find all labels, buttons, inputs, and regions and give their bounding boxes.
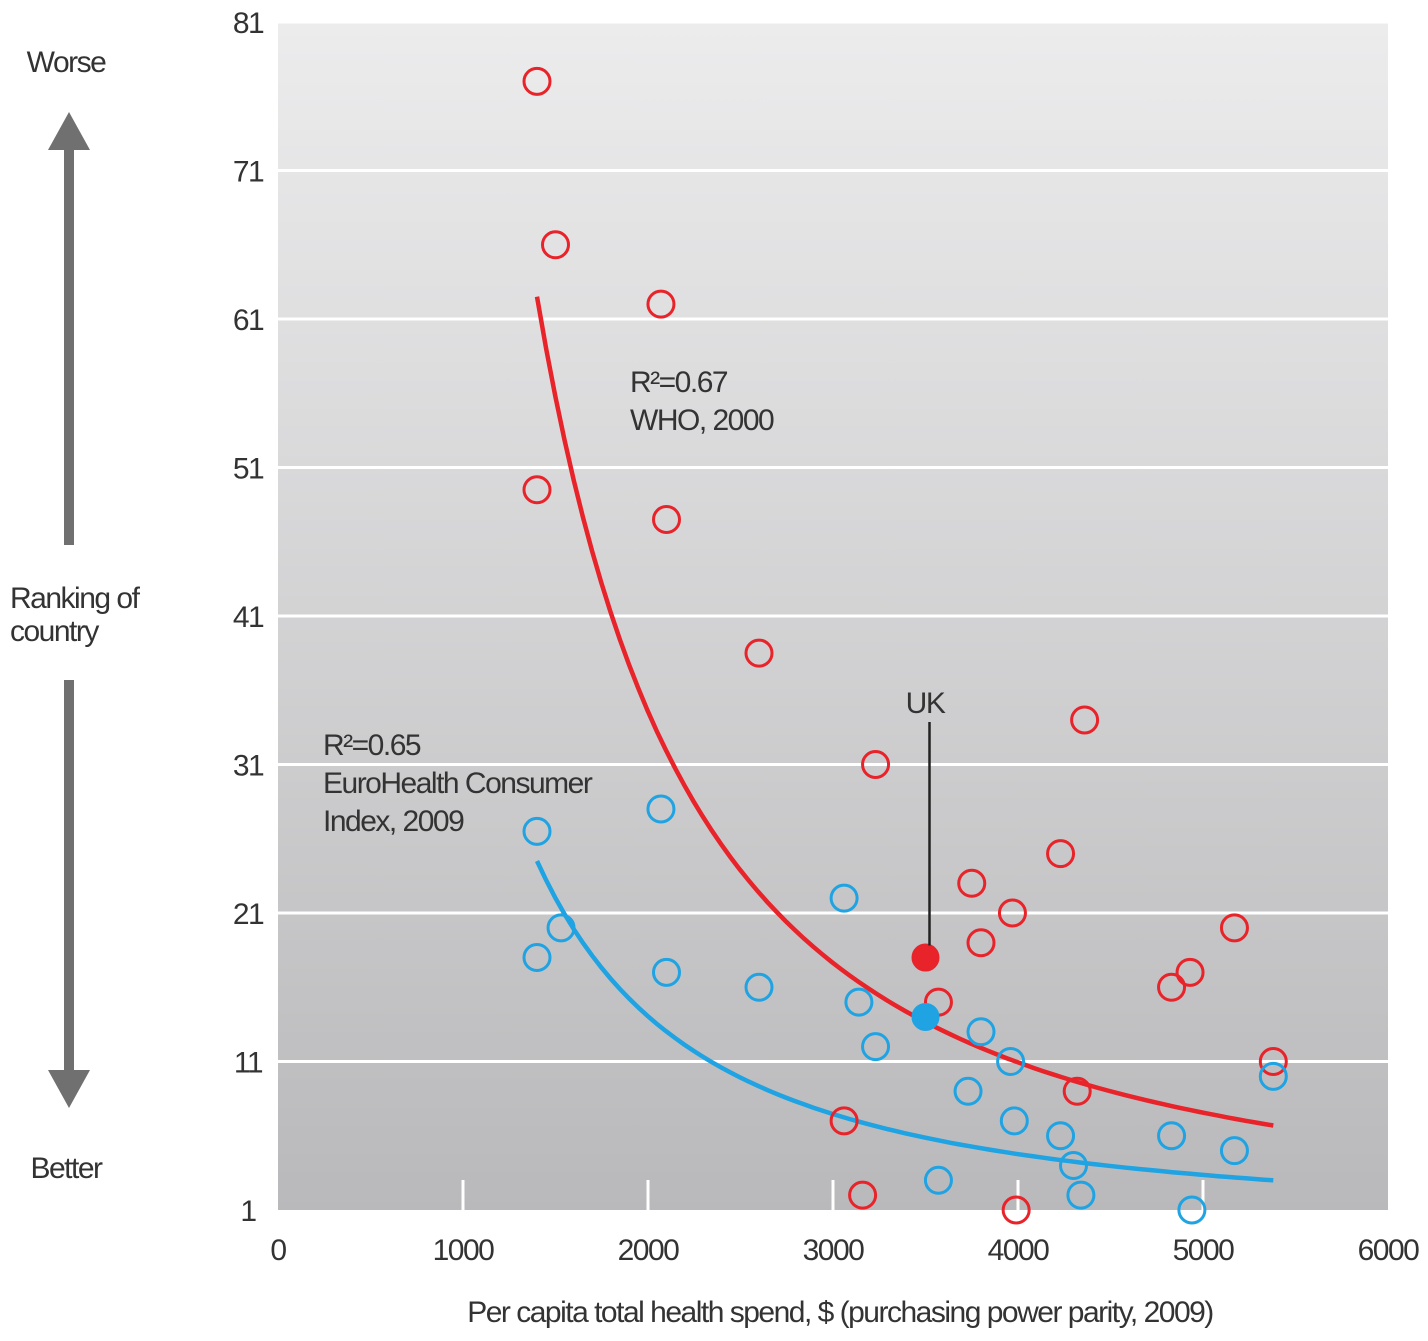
ehci-point xyxy=(1066,1180,1096,1210)
who-point xyxy=(1175,957,1205,987)
grid-lines xyxy=(278,20,1388,1063)
ehci-point xyxy=(1157,1121,1187,1151)
worse-arrow xyxy=(48,112,90,545)
x-tick-marks xyxy=(461,1180,1205,1210)
trend-line-who xyxy=(534,296,1274,1128)
better-arrow-head xyxy=(48,1070,90,1108)
ranking-label: Ranking of country xyxy=(10,582,145,648)
worse-arrow-head xyxy=(48,112,90,150)
worse-label: Worse xyxy=(27,46,106,79)
y-tick-label: 1 xyxy=(240,1195,256,1228)
ehci-point xyxy=(861,1032,891,1062)
who-r2: R²=0.67 xyxy=(630,366,728,399)
ehci-r2: R²=0.65 xyxy=(323,729,421,762)
who-point xyxy=(861,750,891,779)
who-point xyxy=(1157,972,1187,1002)
x-tick-label: 4000 xyxy=(988,1234,1050,1267)
x-tick-label: 6000 xyxy=(1358,1234,1420,1267)
who-point xyxy=(829,1106,859,1136)
x-tick-label: 1000 xyxy=(433,1234,495,1267)
y-tick-label: 41 xyxy=(233,601,264,634)
ranking-label-line-1: Ranking of xyxy=(10,582,141,615)
ehci-point xyxy=(1177,1195,1207,1225)
ehci-point xyxy=(546,913,576,943)
who-annotation: R²=0.67 WHO, 2000 xyxy=(630,366,774,437)
who-point xyxy=(522,475,552,505)
x-tick-label: 5000 xyxy=(1173,1234,1235,1267)
who-point xyxy=(957,868,987,898)
ehci-point xyxy=(1046,1121,1076,1151)
ehci-point xyxy=(1258,1061,1288,1091)
x-tick-label: 2000 xyxy=(618,1234,680,1267)
uk-label: UK xyxy=(906,687,946,720)
data-points xyxy=(522,66,1288,1225)
x-tick-label: 0 xyxy=(270,1234,286,1267)
ehci-point xyxy=(652,957,681,987)
uk-who-point xyxy=(911,943,940,972)
ranking-label-line-2: country xyxy=(10,615,99,648)
who-source: WHO, 2000 xyxy=(630,404,774,437)
who-point xyxy=(848,1180,878,1210)
ehci-point xyxy=(1059,1150,1088,1180)
trend-lines xyxy=(534,296,1274,1183)
y-tick-label: 21 xyxy=(233,898,264,931)
y-tick-label: 61 xyxy=(233,304,264,337)
ehci-point xyxy=(744,972,774,1002)
ehci-point xyxy=(966,1017,996,1047)
ehci-point xyxy=(829,883,859,913)
who-point xyxy=(646,289,676,319)
who-point xyxy=(744,638,774,668)
better-arrow-shaft xyxy=(64,680,74,1075)
y-tick-label: 81 xyxy=(233,7,264,40)
y-tick-label: 11 xyxy=(234,1047,263,1080)
uk-ehci-point xyxy=(911,1002,940,1031)
who-point xyxy=(1258,1047,1288,1076)
ehci-point xyxy=(522,816,552,846)
who-point xyxy=(1001,1195,1031,1225)
y-tick-label: 71 xyxy=(233,156,264,189)
ehci-point xyxy=(953,1076,983,1106)
who-point xyxy=(541,230,570,260)
better-arrow xyxy=(48,680,90,1108)
ehci-point xyxy=(646,794,676,824)
who-point xyxy=(1070,705,1100,735)
who-point xyxy=(1046,839,1076,869)
ehci-source-2: Index, 2009 xyxy=(323,805,464,838)
y-tick-label: 31 xyxy=(233,750,264,783)
ehci-point xyxy=(522,943,552,973)
who-point xyxy=(1219,913,1249,943)
worse-arrow-shaft xyxy=(64,140,74,545)
better-label: Better xyxy=(30,1152,103,1185)
x-tick-labels: 0 1000 2000 3000 4000 5000 6000 xyxy=(270,1234,1420,1267)
ehci-point xyxy=(923,1165,953,1195)
ehci-point xyxy=(999,1106,1029,1136)
trend-line-ehci xyxy=(534,860,1274,1183)
who-point xyxy=(997,898,1027,928)
x-tick-label: 3000 xyxy=(803,1234,865,1267)
ehci-source-1: EuroHealth Consumer xyxy=(323,767,593,800)
ehci-point xyxy=(844,987,874,1017)
ehci-annotation: R²=0.65 EuroHealth Consumer Index, 2009 xyxy=(323,729,598,838)
who-point xyxy=(652,504,681,534)
who-point xyxy=(1062,1076,1092,1106)
ehci-point xyxy=(996,1047,1026,1076)
who-point xyxy=(522,66,552,96)
who-point xyxy=(966,928,996,958)
x-axis-title: Per capita total health spend, $ (purcha… xyxy=(467,1296,1213,1329)
y-tick-label: 51 xyxy=(233,453,264,486)
ehci-point xyxy=(1219,1136,1249,1166)
